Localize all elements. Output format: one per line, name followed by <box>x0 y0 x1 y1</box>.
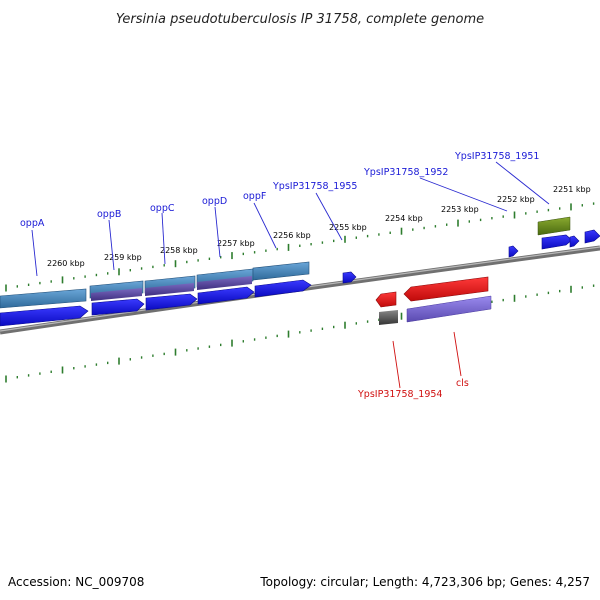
genome-summary-text: Topology: circular; Length: 4,723,306 bp… <box>259 575 590 589</box>
oppB-domain <box>91 288 142 301</box>
reverse-track <box>375 276 492 325</box>
ruler-upper <box>5 202 595 292</box>
oppC-cds <box>145 293 198 311</box>
label-leaders <box>31 161 550 389</box>
small-forward-cds <box>569 235 580 248</box>
edge-forward-cds <box>584 229 600 244</box>
tick-label: 2255 kbp <box>329 223 367 232</box>
trna-feature <box>537 216 571 236</box>
tick-label: 2252 kbp <box>497 195 535 204</box>
YpsIP31758_1951-cds <box>541 234 573 250</box>
opp-operon-feature <box>0 288 87 309</box>
gene-label: YpsIP31758_1955 <box>272 181 357 192</box>
gene-label: oppF <box>243 191 266 202</box>
YpsIP31758_1952-cds <box>508 245 519 258</box>
tick-label: 2251 kbp <box>553 185 591 194</box>
oppF-cds <box>254 279 312 298</box>
gene-labels: oppA oppB oppC oppD oppF YpsIP31758_1955… <box>20 151 539 400</box>
YpsIP31758_1955-cds <box>342 271 357 284</box>
tick-label: 2254 kbp <box>385 214 423 223</box>
oppD-domain <box>197 276 252 290</box>
tick-label: 2253 kbp <box>441 205 479 214</box>
oppF-feature <box>252 261 310 281</box>
oppD-cds <box>197 286 255 305</box>
gene-label: cls <box>456 378 469 389</box>
map-title: Yersinia pseudotuberculosis IP 31758, co… <box>116 12 484 27</box>
tick-label: 2256 kbp <box>273 231 311 240</box>
gene-label: oppA <box>20 218 45 229</box>
oppA-cds <box>0 305 89 327</box>
YpsIP31758_1954-cds <box>375 291 397 308</box>
oppC-domain <box>145 283 194 296</box>
gene-label: YpsIP31758_1954 <box>357 389 442 400</box>
cls-domain <box>406 295 492 323</box>
accession-text: Accession: NC_009708 <box>8 575 144 589</box>
gene-label: oppD <box>202 196 227 207</box>
YpsIP31758_1954-domain <box>379 310 398 325</box>
gene-label: oppC <box>150 203 175 214</box>
forward-cds-track <box>0 229 600 327</box>
oppB-cds <box>91 298 145 316</box>
gene-label: oppB <box>97 209 121 220</box>
tick-label: 2258 kbp <box>160 246 198 255</box>
tick-label: 2260 kbp <box>47 259 85 268</box>
kbp-labels: 2260 kbp 2259 kbp 2258 kbp 2257 kbp 2256… <box>47 185 591 268</box>
tick-label: 2257 kbp <box>217 239 255 248</box>
gene-label: YpsIP31758_1951 <box>454 151 539 162</box>
cls-cds <box>403 276 489 302</box>
gene-label: YpsIP31758_1952 <box>363 167 448 178</box>
feature-track-upper <box>0 216 571 309</box>
tick-label: 2259 kbp <box>104 253 142 262</box>
